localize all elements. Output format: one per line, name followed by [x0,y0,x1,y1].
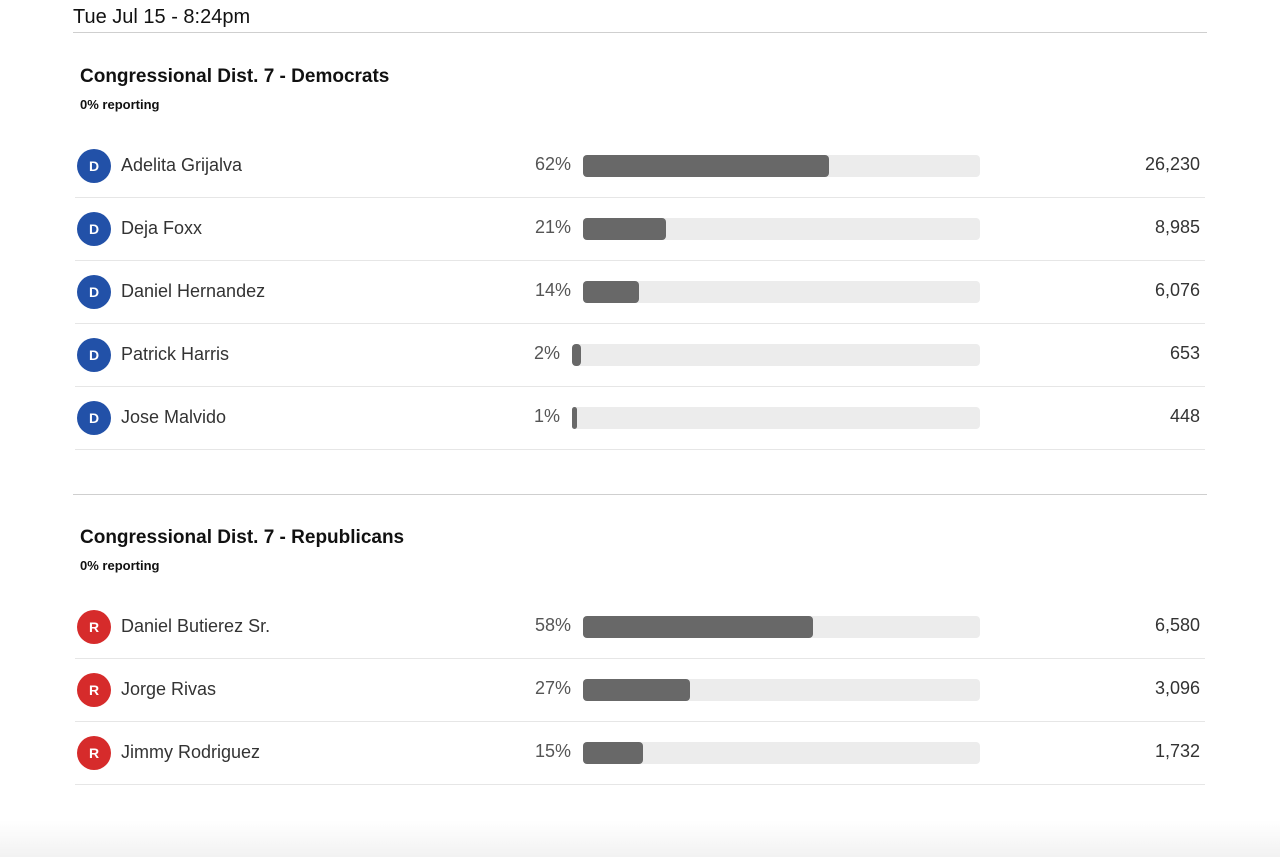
vote-bar-track [572,407,980,429]
vote-percent: 21% [505,217,571,238]
vote-count: 26,230 [1145,154,1200,175]
candidate-list: R Daniel Butierez Sr. 58% 6,580 R Jorge … [75,596,1205,785]
candidate-row: R Jimmy Rodriguez 15% 1,732 [75,722,1205,785]
vote-count: 6,076 [1155,280,1200,301]
candidate-name: Patrick Harris [121,344,229,365]
vote-percent: 27% [505,678,571,699]
vote-bar-fill [572,407,577,429]
candidate-name: Adelita Grijalva [121,155,242,176]
party-badge: R [77,736,111,770]
party-badge: D [77,212,111,246]
candidate-row: D Deja Foxx 21% 8,985 [75,198,1205,261]
vote-bar-fill [583,155,829,177]
vote-count: 6,580 [1155,615,1200,636]
vote-bar-fill [583,218,666,240]
vote-bar-fill [583,281,639,303]
vote-percent: 14% [505,280,571,301]
candidate-name: Daniel Butierez Sr. [121,616,270,637]
party-badge: D [77,149,111,183]
candidate-row: D Adelita Grijalva 62% 26,230 [75,135,1205,198]
candidate-name: Jimmy Rodriguez [121,742,260,763]
race-divider [73,494,1207,495]
update-timestamp: Tue Jul 15 - 8:24pm [73,6,250,29]
bottom-shade [0,820,1280,857]
candidate-name: Deja Foxx [121,218,202,239]
vote-percent: 62% [505,154,571,175]
vote-bar-fill [583,742,643,764]
candidate-row: D Daniel Hernandez 14% 6,076 [75,261,1205,324]
vote-bar-track [572,344,980,366]
vote-count: 1,732 [1155,741,1200,762]
party-badge: D [77,338,111,372]
vote-bar-fill [572,344,581,366]
race-title: Congressional Dist. 7 - Democrats [80,66,389,88]
candidate-row: D Patrick Harris 2% 653 [75,324,1205,387]
candidate-row: R Daniel Butierez Sr. 58% 6,580 [75,596,1205,659]
vote-bar-fill [583,679,690,701]
vote-percent: 2% [494,343,560,364]
vote-bar-track [583,281,980,303]
candidate-name: Jose Malvido [121,407,226,428]
reporting-status: 0% reporting [80,97,159,112]
candidate-row: D Jose Malvido 1% 448 [75,387,1205,450]
candidate-name: Jorge Rivas [121,679,216,700]
party-badge: R [77,673,111,707]
vote-percent: 15% [505,741,571,762]
candidate-name: Daniel Hernandez [121,281,265,302]
vote-percent: 1% [494,406,560,427]
vote-bar-fill [583,616,813,638]
candidate-list: D Adelita Grijalva 62% 26,230 D Deja Fox… [75,135,1205,450]
header-divider [73,32,1207,33]
vote-count: 448 [1170,406,1200,427]
vote-count: 653 [1170,343,1200,364]
vote-count: 8,985 [1155,217,1200,238]
race-title: Congressional Dist. 7 - Republicans [80,527,404,549]
reporting-status: 0% reporting [80,558,159,573]
party-badge: D [77,401,111,435]
candidate-row: R Jorge Rivas 27% 3,096 [75,659,1205,722]
vote-percent: 58% [505,615,571,636]
vote-count: 3,096 [1155,678,1200,699]
party-badge: D [77,275,111,309]
party-badge: R [77,610,111,644]
